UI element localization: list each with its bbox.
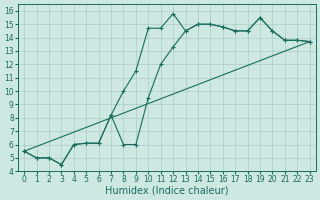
X-axis label: Humidex (Indice chaleur): Humidex (Indice chaleur): [105, 186, 229, 196]
